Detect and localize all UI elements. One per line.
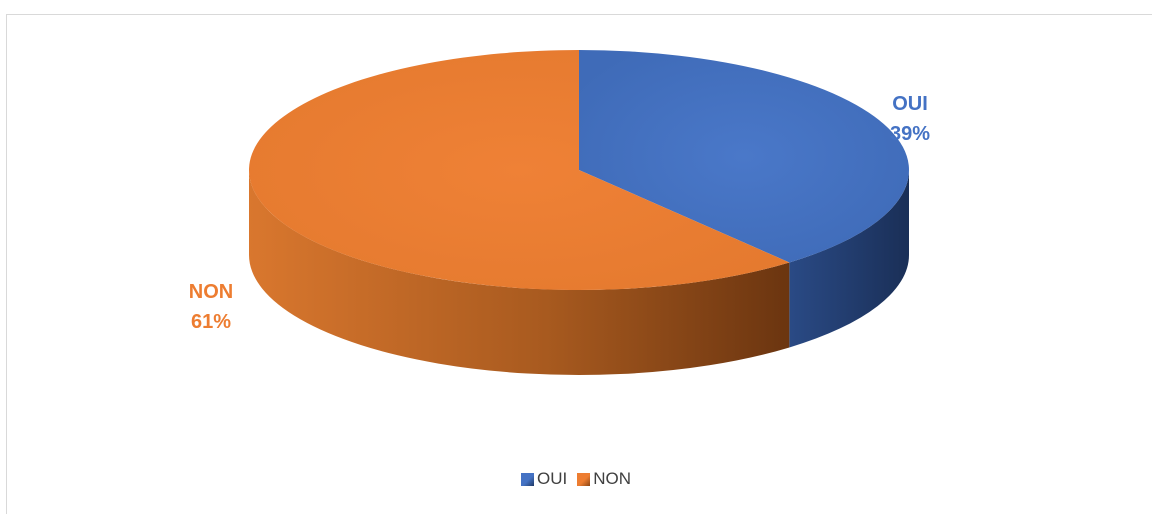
legend-item-non: NON [577, 469, 631, 489]
data-label-oui: OUI 39% [890, 93, 930, 145]
pie-sides [249, 170, 909, 375]
legend-label-non: NON [593, 469, 631, 488]
legend-swatch-oui [520, 472, 534, 486]
data-label-value-oui: 39% [890, 123, 930, 145]
data-label-name-oui: OUI [892, 93, 928, 115]
data-label-non: NON 61% [189, 281, 233, 333]
pie-slice-oui [579, 50, 909, 263]
legend-swatch-non [577, 472, 591, 486]
pie-tops [248, 50, 909, 290]
data-label-value-non: 61% [191, 311, 231, 333]
legend-label-oui: OUI [536, 469, 568, 488]
pie-side-oui [789, 170, 909, 348]
legend-item-oui: OUI [520, 469, 568, 489]
pie-labels: OUI 39% NON 61% [189, 93, 930, 333]
pie-side-non [249, 170, 790, 375]
data-label-name-non: NON [189, 281, 233, 303]
pie-slice-non [248, 50, 790, 290]
chart-frame [6, 14, 1152, 514]
legend: OUI NON [0, 469, 1152, 489]
